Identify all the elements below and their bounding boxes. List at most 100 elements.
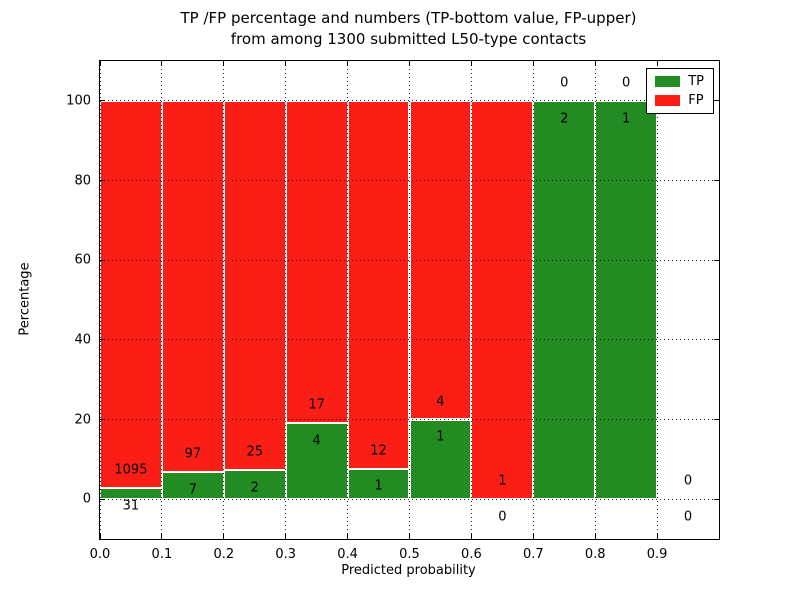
bar-segment-tp: [533, 100, 596, 500]
tp-count-label: 1: [622, 111, 631, 127]
y-tick-label: 20: [74, 412, 91, 427]
legend: TP FP: [646, 68, 714, 114]
grid-line-vertical: [285, 61, 287, 539]
x-tick-label: 0.3: [275, 547, 297, 562]
x-tick-label: 0.1: [151, 547, 173, 562]
fp-count-label: 97: [184, 446, 202, 462]
tp-count-label: 0: [498, 509, 507, 525]
x-tick-bottom: [532, 534, 534, 539]
grid-line-vertical: [347, 61, 349, 539]
chart-title: TP /FP percentage and numbers (TP-bottom…: [99, 8, 718, 50]
y-tick-left: [100, 100, 105, 102]
y-tick-right: [714, 339, 719, 341]
x-tick-bottom: [347, 534, 349, 539]
bar-segment-fp: [471, 100, 534, 500]
x-tick-label: 0.0: [89, 547, 111, 562]
x-tick-label: 0.6: [461, 547, 482, 562]
y-axis-label: Percentage: [17, 262, 33, 336]
x-tick-bottom: [656, 534, 658, 539]
x-tick-top: [347, 61, 349, 66]
y-tick-label: 100: [66, 93, 91, 109]
y-tick-left: [100, 259, 105, 261]
y-tick-right: [714, 419, 719, 420]
fp-count-label: 25: [246, 444, 264, 460]
x-tick-label: 0.9: [646, 547, 668, 562]
legend-swatch-tp-icon: [655, 76, 681, 87]
legend-item-tp: TP: [655, 75, 704, 88]
x-tick-top: [594, 61, 596, 66]
plot-area: TP FP 1095 31 97 7 25 2 17 4 12 1 4 1 1 0 0 2 0 1 0 0: [99, 60, 720, 540]
x-tick-label: 0.8: [584, 547, 606, 562]
tp-count-label: 4: [312, 433, 321, 449]
chart-title-line2: from among 1300 submitted L50-type conta…: [230, 30, 587, 48]
tp-count-label: 31: [122, 498, 140, 514]
fp-count-label: 17: [308, 397, 325, 413]
x-tick-bottom: [99, 534, 101, 539]
tp-count-label: 7: [188, 482, 197, 498]
bar-segment-tp: [100, 488, 162, 500]
x-tick-bottom: [223, 534, 225, 539]
x-tick-label: 0.4: [337, 547, 358, 562]
grid-line-vertical: [532, 61, 534, 539]
fp-count-label: 0: [683, 473, 693, 489]
grid-line-vertical: [409, 61, 410, 539]
x-tick-top: [656, 61, 658, 66]
y-tick-right: [714, 259, 719, 261]
x-tick-bottom: [285, 534, 287, 539]
legend-swatch-fp-icon: [655, 95, 681, 106]
legend-label-fp: FP: [688, 93, 704, 108]
x-tick-bottom: [594, 534, 596, 539]
tp-count-label: 1: [436, 429, 445, 445]
y-tick-label: 40: [74, 332, 91, 348]
bar-segment-tp: [347, 468, 410, 500]
fp-count-label: 1095: [114, 462, 148, 478]
bar-segment-fp: [223, 100, 286, 470]
fp-count-label: 0: [560, 75, 569, 91]
x-tick-bottom: [409, 534, 410, 539]
y-tick-right: [714, 100, 719, 102]
y-tick-left: [100, 419, 105, 420]
x-axis-label: Predicted probability: [341, 563, 476, 578]
y-tick-left: [100, 498, 105, 500]
y-tick-label: 80: [74, 173, 91, 188]
grid-line-vertical: [161, 61, 163, 539]
fp-count-label: 0: [622, 75, 631, 91]
tp-count-label: 2: [560, 111, 569, 127]
y-tick-label: 60: [74, 252, 91, 268]
x-tick-top: [409, 61, 410, 66]
bar-segment-tp: [595, 100, 658, 500]
x-tick-top: [470, 61, 472, 66]
bar-segment-tp: [161, 472, 224, 500]
fp-count-label: 12: [370, 443, 387, 459]
tp-count-label: 1: [374, 478, 383, 494]
x-tick-label: 0.2: [213, 547, 235, 562]
x-tick-label: 0.5: [399, 547, 420, 562]
bar-segment-fp: [285, 100, 348, 424]
grid-line-vertical: [594, 61, 596, 539]
bar-segment-tp: [223, 469, 286, 500]
x-tick-label: 0.7: [522, 547, 544, 562]
x-tick-top: [99, 61, 101, 66]
x-tick-top: [532, 61, 534, 66]
grid-line-vertical: [656, 61, 658, 539]
grid-line-vertical: [470, 61, 472, 539]
x-tick-top: [285, 61, 287, 66]
tp-count-label: 2: [250, 480, 259, 496]
tp-count-label: 0: [683, 509, 693, 525]
fp-count-label: 4: [436, 394, 445, 410]
bar-segment-fp: [100, 100, 162, 489]
x-tick-bottom: [161, 534, 163, 539]
legend-label-tp: TP: [688, 74, 704, 89]
y-tick-left: [100, 339, 105, 341]
x-tick-top: [161, 61, 163, 66]
x-tick-bottom: [470, 534, 472, 539]
legend-item-fp: FP: [655, 94, 704, 107]
y-tick-right: [714, 180, 719, 181]
y-tick-right: [714, 498, 719, 500]
bar-segment-fp: [161, 100, 224, 473]
y-tick-left: [100, 180, 105, 181]
x-tick-top: [223, 61, 225, 66]
chart-title-line1: TP /FP percentage and numbers (TP-bottom…: [180, 9, 637, 27]
fp-count-label: 1: [498, 473, 507, 489]
